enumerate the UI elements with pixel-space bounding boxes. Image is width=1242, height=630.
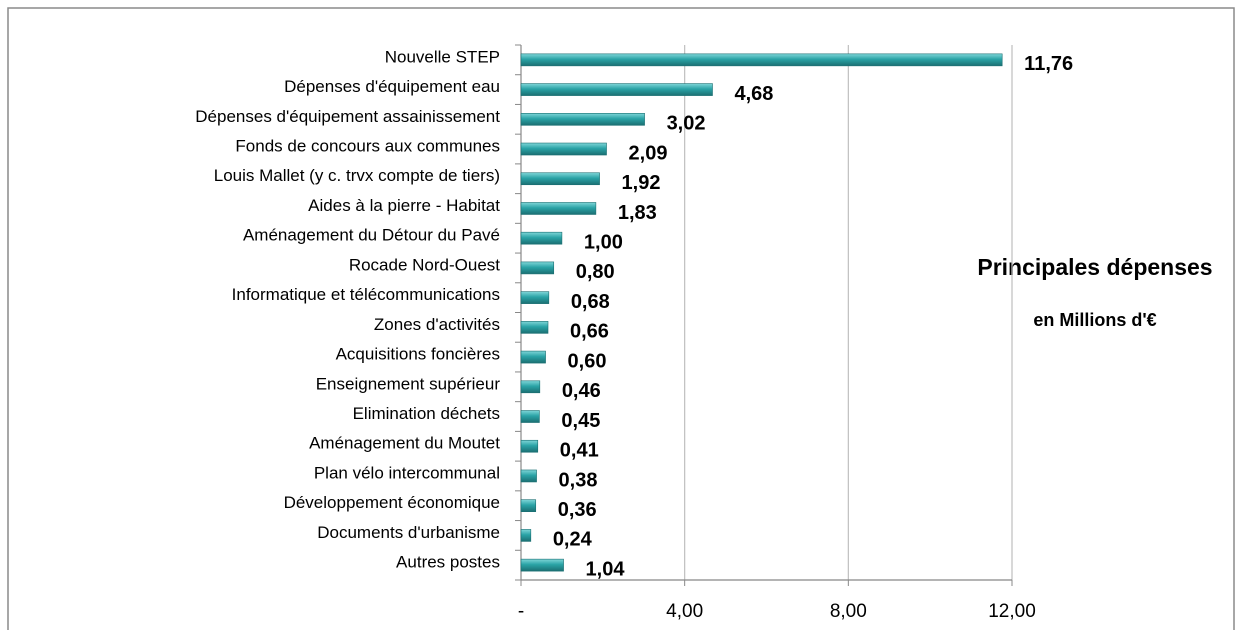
y-tick-label: Aménagement du Détour du Pavé	[243, 226, 500, 245]
bar	[520, 231, 563, 245]
y-tick-label: Dépenses d'équipement eau	[284, 77, 500, 96]
data-label: 3,02	[667, 113, 706, 135]
y-tick-label: Dépenses d'équipement assainissement	[195, 107, 500, 126]
bar	[520, 410, 540, 423]
data-label: 11,76	[1024, 53, 1073, 75]
x-tick-label: 12,00	[988, 601, 1036, 622]
y-tick-label: Enseignement supérieur	[316, 374, 501, 393]
y-tick-label: Développement économique	[284, 493, 500, 512]
data-label: 0,60	[568, 350, 607, 372]
bar	[520, 499, 537, 512]
y-tick-label: Rocade Nord-Ouest	[349, 255, 500, 274]
bar	[520, 439, 539, 453]
bar	[520, 113, 645, 126]
bar	[520, 202, 597, 215]
y-tick-label: Aides à la pierre - Habitat	[308, 196, 500, 215]
y-tick-label: Informatique et télécommunications	[232, 285, 500, 304]
y-tick-label: Plan vélo intercommunal	[314, 463, 500, 482]
y-tick-label: Elimination déchets	[353, 404, 500, 423]
data-label: 0,36	[558, 499, 597, 521]
data-label: 0,68	[571, 291, 610, 313]
y-tick-label: Documents d'urbanisme	[317, 523, 500, 542]
y-tick-label: Aménagement du Moutet	[309, 434, 500, 453]
y-tick-label: Acquisitions foncières	[336, 345, 500, 364]
data-label: 1,04	[586, 558, 626, 580]
bar	[520, 83, 713, 96]
bar	[520, 53, 1003, 67]
data-label: 4,68	[734, 83, 773, 105]
data-label: 1,00	[584, 231, 623, 253]
bar	[520, 321, 549, 334]
data-label: 0,41	[560, 440, 599, 462]
bar	[520, 469, 537, 483]
bar	[520, 380, 541, 394]
y-tick-label: Zones d'activités	[374, 315, 500, 334]
chart-title: Principales dépenses	[977, 254, 1212, 280]
data-label: 0,46	[562, 380, 601, 402]
bar	[520, 172, 600, 186]
data-label: 0,38	[559, 469, 598, 491]
data-label: 0,24	[553, 529, 593, 551]
x-tick-label: 4,00	[666, 601, 703, 622]
data-label: 1,92	[622, 172, 661, 194]
y-tick-label: Autres postes	[396, 553, 500, 572]
bar	[520, 529, 532, 542]
x-tick-label: 8,00	[830, 601, 867, 622]
data-label: 1,83	[618, 202, 657, 224]
chart-subtitle: en Millions d'€	[1033, 310, 1156, 330]
y-tick-label: Nouvelle STEP	[385, 47, 500, 66]
data-label: 2,09	[629, 142, 668, 164]
bar	[520, 558, 564, 572]
x-tick-label: -	[518, 601, 524, 622]
bar	[520, 291, 550, 304]
data-label: 0,66	[570, 321, 609, 343]
data-label: 0,80	[576, 261, 615, 283]
data-label: 0,45	[561, 410, 600, 432]
y-tick-label: Louis Mallet (y c. trvx compte de tiers)	[214, 166, 500, 185]
bar	[520, 350, 546, 364]
bar	[520, 142, 607, 156]
bar	[520, 261, 555, 275]
y-tick-label: Fonds de concours aux communes	[235, 137, 500, 156]
chart-frame	[7, 7, 1235, 630]
